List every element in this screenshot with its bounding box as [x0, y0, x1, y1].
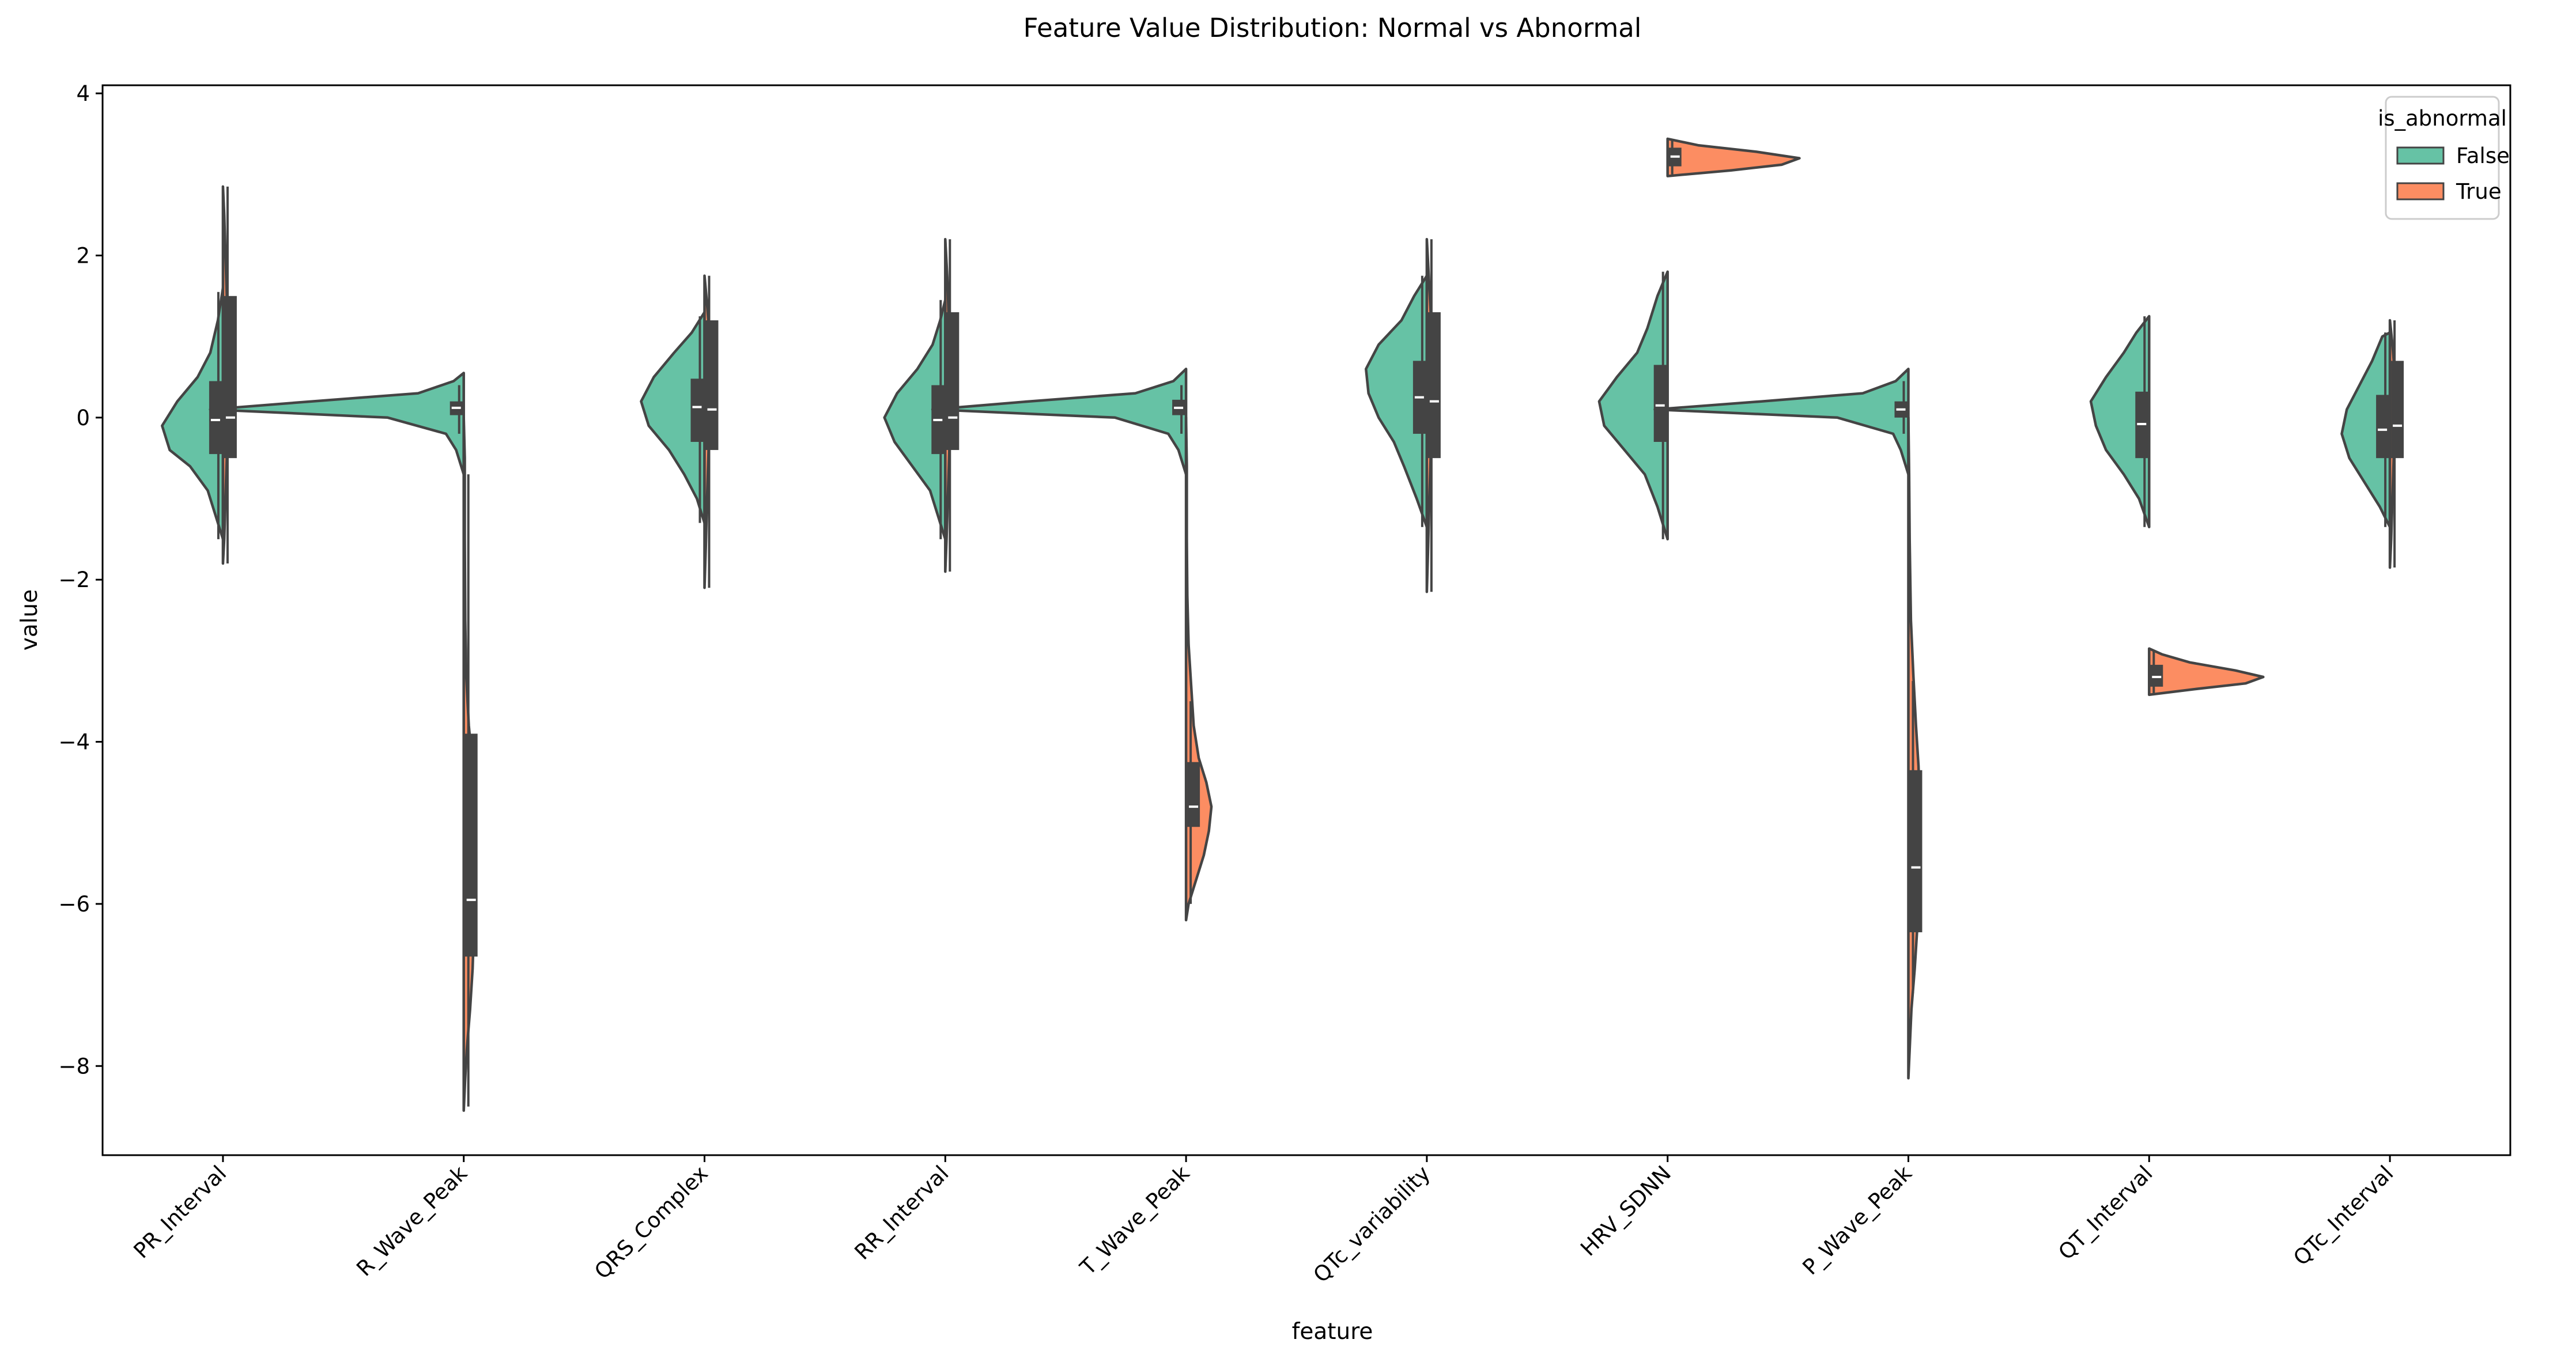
y-tick-label: 0	[76, 406, 90, 430]
y-tick-label: 2	[76, 243, 90, 268]
violin-false-P_Wave_Peak	[1653, 368, 1910, 476]
box-false-PR_Interval	[209, 381, 222, 455]
box-true-PR_Interval	[224, 296, 237, 459]
box-true-QTc_variability	[1427, 312, 1441, 459]
box-false-HRV_SDNN	[1653, 365, 1667, 442]
x-axis-label: feature	[1292, 1319, 1373, 1345]
box-true-T_Wave_Peak	[1187, 762, 1200, 827]
violin-false-R_Wave_Peak	[209, 372, 465, 476]
plot-frame	[101, 84, 2511, 1156]
y-tick-label: −6	[58, 892, 90, 917]
y-tick-label: −8	[58, 1054, 90, 1079]
violin-false-T_Wave_Peak	[931, 368, 1188, 476]
violin-false-QT_Interval	[2089, 315, 2151, 528]
chart-title: Feature Value Distribution: Normal vs Ab…	[1023, 13, 1642, 43]
violin-true-HRV_SDNN	[1666, 137, 1801, 177]
boxes-layer	[209, 140, 2404, 1107]
box-true-P_Wave_Peak	[1909, 770, 1922, 933]
box-false-QRS_Complex	[690, 379, 704, 442]
violin-false-QTc_variability	[1365, 274, 1429, 528]
box-false-QTc_Interval	[2376, 395, 2389, 459]
legend-swatch-true	[2396, 182, 2445, 200]
violin-true-QT_Interval	[2148, 647, 2265, 697]
y-tick-label: 4	[76, 81, 90, 106]
legend-label-false: False	[2456, 143, 2510, 168]
box-true-RR_Interval	[946, 312, 960, 451]
violin-false-QRS_Complex	[640, 311, 706, 524]
box-true-QTc_Interval	[2391, 361, 2404, 459]
y-axis-label: value	[17, 589, 43, 651]
box-true-QT_Interval	[2150, 664, 2163, 687]
box-true-R_Wave_Peak	[464, 733, 478, 957]
y-tick-label: −2	[58, 568, 90, 592]
y-tick-label: −4	[58, 730, 90, 755]
legend: is_abnormal False True	[2378, 96, 2510, 220]
box-true-QRS_Complex	[705, 320, 719, 451]
y-axis: 4 2 0 −2 −4 −6 −8	[58, 81, 103, 1079]
legend-label-true: True	[2456, 179, 2502, 204]
legend-title: is_abnormal	[2378, 106, 2507, 131]
legend-swatch-false	[2396, 146, 2445, 165]
violin-false-HRV_SDNN	[1597, 270, 1669, 541]
plot-area	[103, 85, 2510, 1155]
